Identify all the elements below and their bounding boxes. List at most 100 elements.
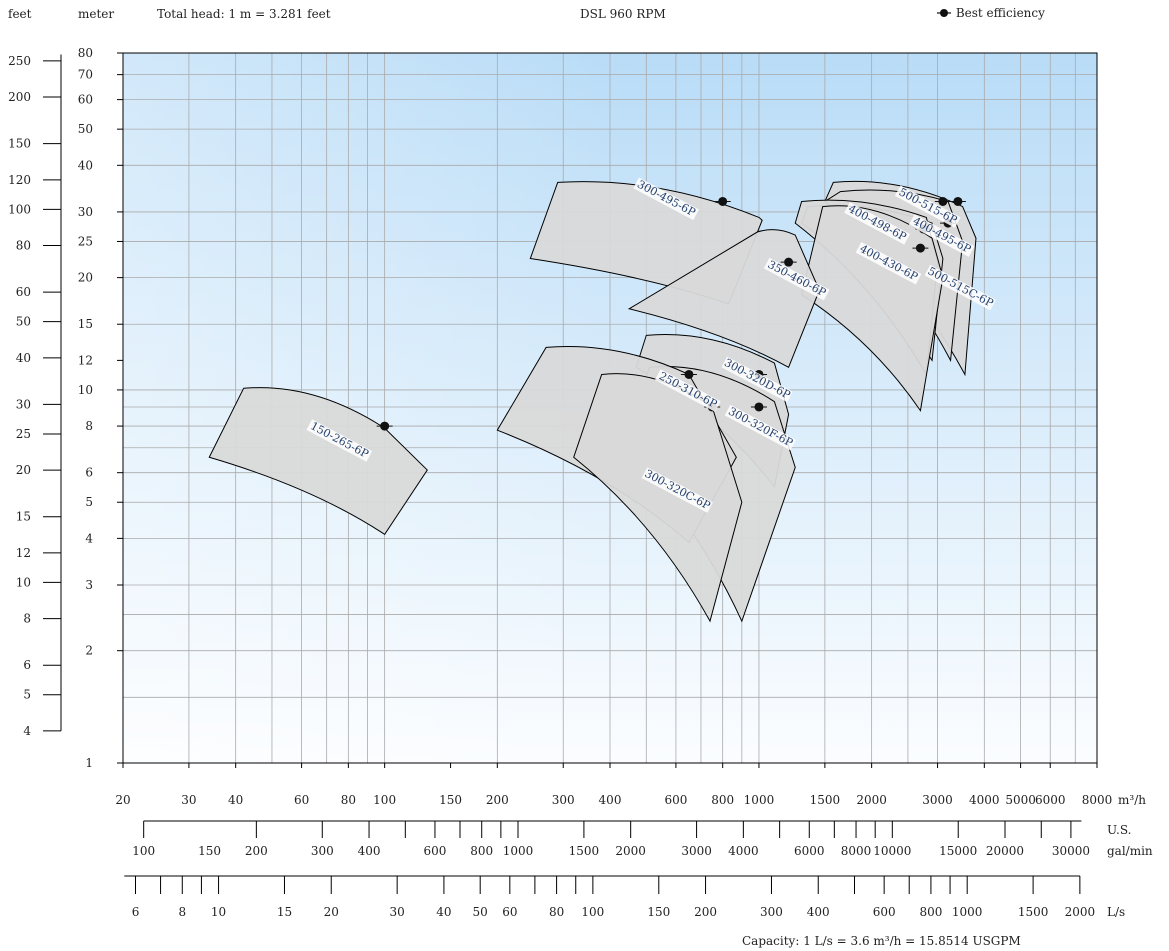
ls-tick-label: 8: [178, 905, 186, 919]
legend: Best efficiency: [936, 6, 1045, 20]
pump-region-300-320C-6P[interactable]: [573, 373, 743, 623]
m3h-tick-label: 5000: [1005, 793, 1036, 807]
region-label-bg: [924, 264, 996, 311]
m3h-unit-label: m³/h: [1118, 793, 1146, 807]
ls-tick-label: 20: [324, 905, 339, 919]
feet-tick-label: 200: [8, 90, 31, 104]
legend-label: Best efficiency: [955, 6, 1045, 20]
bep-marker-500-515-6P: [938, 196, 948, 206]
m3h-tick-label: 40: [228, 793, 243, 807]
m3h-tick-label: 100: [373, 793, 396, 807]
pump-region-400-430-6P[interactable]: [801, 205, 944, 412]
region-label-bg: [855, 241, 922, 285]
feet-tick-label: 12: [16, 546, 31, 560]
ls-tick-label: 10: [211, 905, 226, 919]
meter-tick-label: 4: [85, 531, 93, 545]
feet-tick-label: 20: [16, 463, 31, 477]
region-label-bg: [763, 257, 830, 301]
usgpm-tick-label: 4000: [728, 844, 759, 858]
feet-axis-title: feet: [8, 7, 32, 21]
usgpm-tick-label: 2000: [615, 844, 646, 858]
feet-tick-label: 50: [16, 315, 31, 329]
m3h-tick-label: 600: [664, 793, 687, 807]
meter-tick-label: 6: [85, 466, 93, 480]
pump-region-150-265-6P[interactable]: [208, 387, 428, 536]
best-efficiency-marker-icon: [937, 9, 951, 17]
capacity-note: Capacity: 1 L/s = 3.6 m³/h = 15.8514 USG…: [742, 934, 1021, 948]
bep-marker-150-265-6P: [380, 421, 390, 431]
meter-tick-label: 8: [85, 419, 93, 433]
bep-marker-300-320F-6P: [754, 402, 764, 412]
m3h-tick-label: 4000: [969, 793, 1000, 807]
conversion-note: Total head: 1 m = 3.281 feet: [157, 7, 331, 21]
meter-tick-label: 25: [78, 234, 93, 248]
usgpm-tick-label: 8000: [841, 844, 872, 858]
feet-tick-label: 80: [16, 239, 31, 253]
usgpm-tick-label: 800: [470, 844, 493, 858]
meter-tick-label: 20: [78, 271, 93, 285]
ls-tick-label: 100: [581, 905, 604, 919]
meter-axis-title: meter: [78, 7, 115, 21]
ls-tick-label: 600: [873, 905, 896, 919]
m3h-tick-label: 60: [294, 793, 309, 807]
usgpm-tick-label: 6000: [794, 844, 825, 858]
m3h-tick-label: 400: [599, 793, 622, 807]
m3h-tick-label: 3000: [922, 793, 953, 807]
meter-tick-label: 10: [78, 383, 93, 397]
meter-tick-label: 1: [85, 756, 93, 770]
meter-tick-label: 3: [85, 578, 93, 592]
bep-marker-500-515C-6P: [953, 196, 963, 206]
m3h-tick-label: 80: [341, 793, 356, 807]
usgpm-tick-label: 1000: [503, 844, 534, 858]
feet-tick-label: 150: [8, 137, 31, 151]
usgpm-tick-label: 200: [245, 844, 268, 858]
ls-tick-label: 400: [807, 905, 830, 919]
meter-tick-label: 2: [85, 644, 93, 658]
ls-tick-label: 1500: [1018, 905, 1049, 919]
usgpm-tick-label: 400: [358, 844, 381, 858]
meter-tick-label: 70: [78, 68, 93, 82]
feet-tick-label: 100: [8, 202, 31, 216]
m3h-tick-label: 8000: [1082, 793, 1113, 807]
ls-tick-label: 50: [473, 905, 488, 919]
ls-tick-label: 6: [132, 905, 140, 919]
feet-tick-label: 5: [23, 688, 31, 702]
ls-tick-label: 150: [647, 905, 670, 919]
meter-tick-label: 80: [78, 46, 93, 60]
usgpm-tick-label: 10000: [873, 844, 911, 858]
meter-tick-label: 30: [78, 205, 93, 219]
m3h-tick-label: 300: [552, 793, 575, 807]
usgpm-tick-label: 30000: [1052, 844, 1090, 858]
usgpm-tick-label: 100: [132, 844, 155, 858]
feet-tick-label: 120: [8, 173, 31, 187]
ls-tick-label: 30: [390, 905, 405, 919]
region-label-bg: [641, 467, 713, 513]
feet-tick-label: 15: [16, 510, 31, 524]
region-label-bg: [908, 214, 975, 257]
usgpm-tick-label: 300: [311, 844, 334, 858]
meter-tick-label: 50: [78, 122, 93, 136]
m3h-tick-label: 200: [486, 793, 509, 807]
chart-title: DSL 960 RPM: [580, 7, 666, 21]
feet-tick-label: 40: [16, 351, 31, 365]
usgpm-unit-label-line2: gal/min: [1107, 844, 1153, 858]
meter-tick-label: 60: [78, 93, 93, 107]
region-label-bg: [633, 177, 699, 221]
region-label-bg: [894, 185, 961, 228]
meter-tick-label: 40: [78, 158, 93, 172]
region-label-bg: [844, 202, 910, 245]
m3h-tick-label: 2000: [856, 793, 887, 807]
ls-tick-label: 1000: [952, 905, 983, 919]
region-label-bg: [721, 356, 793, 403]
feet-tick-label: 60: [16, 285, 31, 299]
feet-tick-label: 6: [23, 658, 31, 672]
m3h-tick-label: 30: [181, 793, 196, 807]
usgpm-tick-label: 15000: [939, 844, 977, 858]
bep-marker-250-310-6P: [684, 369, 694, 379]
ls-tick-label: 60: [502, 905, 517, 919]
region-label-bg: [724, 404, 797, 451]
ls-tick-label: 15: [277, 905, 292, 919]
region-label-bg: [654, 369, 721, 412]
usgpm-tick-label: 3000: [681, 844, 712, 858]
bep-marker-300-495-6P: [718, 196, 728, 206]
